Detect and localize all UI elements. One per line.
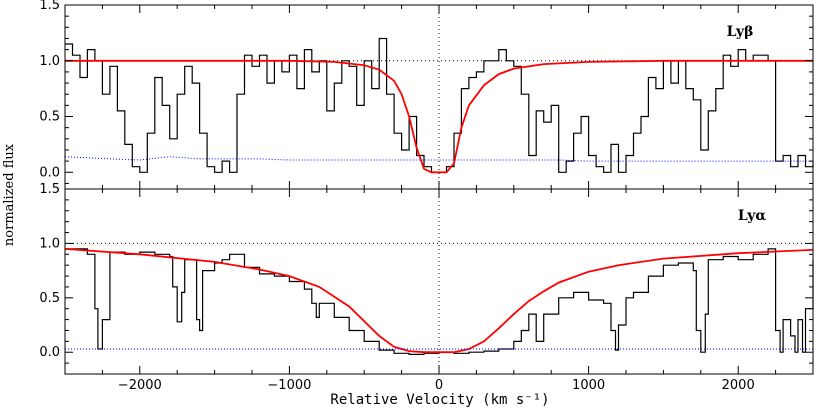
x-axis-title: Relative Velocity (km s⁻¹) <box>330 392 549 408</box>
lyb-panel: 0.0 0.5 1.0 1.5 Lyβ <box>39 0 814 190</box>
y-axis-title: normalized flux <box>2 143 17 246</box>
lyb-y-tick-label: 0.0 <box>39 165 60 180</box>
lya-flux-spectrum <box>65 248 814 355</box>
x-tick-label: −1000 <box>267 378 311 393</box>
lyb-y-tick-label: 1.0 <box>39 54 60 69</box>
x-tick-label: 2000 <box>722 378 755 393</box>
lya-panel: 0.0 0.5 1.0 1.5 Lyα <box>39 182 814 375</box>
lya-voigt-fit-line <box>64 248 814 354</box>
lyb-voigt-fit-line <box>65 59 813 174</box>
lya-y-tick-label: 1.5 <box>39 182 60 197</box>
x-axis: −2000 −1000 0 1000 2000 <box>118 378 755 393</box>
lya-y-tick-label: 1.0 <box>39 236 60 251</box>
x-tick-label: 0 <box>435 378 443 393</box>
x-tick-label: 1000 <box>572 378 605 393</box>
lya-panel-label: Lyα <box>738 208 766 224</box>
lyb-panel-label: Lyβ <box>727 24 754 40</box>
lyb-y-tick-label: 1.5 <box>39 0 60 13</box>
lyb-y-tick-label: 0.5 <box>39 110 60 125</box>
x-tick-label: −2000 <box>118 378 162 393</box>
lya-y-tick-label: 0.0 <box>39 345 60 360</box>
lya-y-tick-label: 0.5 <box>39 291 60 306</box>
